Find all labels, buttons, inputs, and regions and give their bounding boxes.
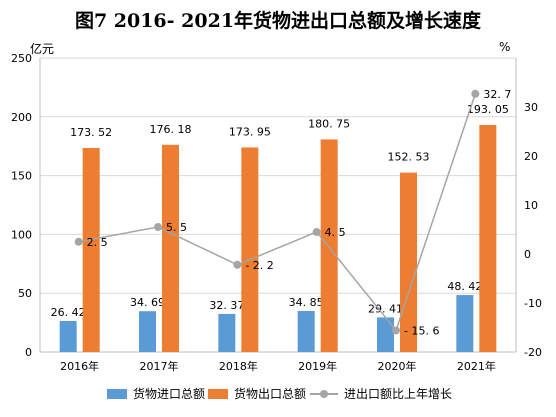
import-bar-label-2: 32. 37 <box>209 299 244 312</box>
import-bar-0 <box>59 320 77 352</box>
y-right-tick-label-5: 30 <box>524 101 538 114</box>
y-left-tick-label-4: 200 <box>11 111 32 124</box>
import-bar-4 <box>377 317 394 352</box>
growth-point-label-5: 32. 7 <box>483 88 511 101</box>
growth-point-2 <box>233 260 242 269</box>
import-bar-label-1: 34. 69 <box>130 296 165 309</box>
x-tick-label-5: 2021年 <box>457 359 496 373</box>
import-bar-2 <box>218 313 236 352</box>
export-bar-0 <box>82 147 100 352</box>
growth-point-4 <box>392 326 400 335</box>
y-left-tick-label-0: 0 <box>25 346 32 359</box>
x-tick-label-2: 2018年 <box>219 359 258 373</box>
import-bar-3 <box>297 311 315 352</box>
growth-point-1 <box>154 223 162 232</box>
growth-point-label-2: - 2. 2 <box>245 259 273 272</box>
export-bar-label-3: 180. 75 <box>308 117 350 130</box>
y-left-tick-label-3: 150 <box>11 170 32 183</box>
legend-label-export: 货物出口总额 <box>234 387 307 401</box>
growth-point-label-3: 4. 5 <box>325 226 346 239</box>
export-bar-1 <box>162 144 179 352</box>
legend-item-export: 货物出口总额 <box>208 385 306 402</box>
y-right-tick-label-3: 10 <box>524 199 538 212</box>
right-axis-unit: % <box>499 40 511 54</box>
x-tick-label-3: 2019年 <box>298 359 337 373</box>
import-bar-label-3: 34. 85 <box>289 296 324 309</box>
legend-swatch-export <box>208 388 228 399</box>
x-tick-label-1: 2017年 <box>140 359 179 373</box>
x-tick-label-0: 2016年 <box>60 359 99 373</box>
legend-item-growth: 进出口额比上年增长 <box>310 385 452 402</box>
import-bar-5 <box>456 295 474 352</box>
y-right-tick-label-4: 20 <box>524 150 538 163</box>
export-bar-label-0: 173. 52 <box>70 126 112 139</box>
y-right-tick-label-1: -10 <box>524 297 542 310</box>
growth-line <box>78 93 477 332</box>
legend-item-import: 货物进口总额 <box>107 385 205 402</box>
legend-swatch-import <box>107 388 127 399</box>
import-bar-label-0: 26. 42 <box>51 306 86 319</box>
import-bar-1 <box>139 311 156 352</box>
y-right-tick-label-2: 0 <box>524 248 531 261</box>
growth-point-3 <box>312 227 321 236</box>
growth-point-0 <box>74 237 83 246</box>
export-bar-label-4: 152. 53 <box>388 151 430 164</box>
y-left-tick-label-2: 100 <box>11 228 32 241</box>
import-bar-label-5: 48. 42 <box>447 280 482 293</box>
legend-label-growth: 进出口额比上年增长 <box>344 387 453 401</box>
export-bar-5 <box>479 124 497 352</box>
y-right-tick-label-0: -20 <box>524 346 542 359</box>
y-left-tick-label-5: 250 <box>11 52 32 65</box>
export-bar-label-2: 173. 95 <box>229 125 271 138</box>
export-bar-3 <box>320 139 338 352</box>
export-bar-label-5: 193. 05 <box>467 103 509 116</box>
import-bar-label-4: 29. 41 <box>368 302 403 315</box>
growth-point-5 <box>471 89 480 98</box>
y-left-tick-label-1: 50 <box>18 287 32 300</box>
growth-point-label-1: 5. 5 <box>166 221 187 234</box>
growth-point-label-4: - 15. 6 <box>404 324 439 337</box>
left-axis-unit: 亿元 <box>30 42 55 56</box>
legend-line-growth <box>310 389 338 399</box>
export-bar-2 <box>241 147 259 352</box>
x-tick-label-4: 2020年 <box>378 359 417 373</box>
legend-label-import: 货物进口总额 <box>133 387 206 401</box>
chart-title: 图7 2016- 2021年货物进出口总额及增长速度 <box>74 10 482 32</box>
export-bar-label-1: 176. 18 <box>150 123 192 136</box>
growth-point-label-0: 2. 5 <box>87 236 108 249</box>
